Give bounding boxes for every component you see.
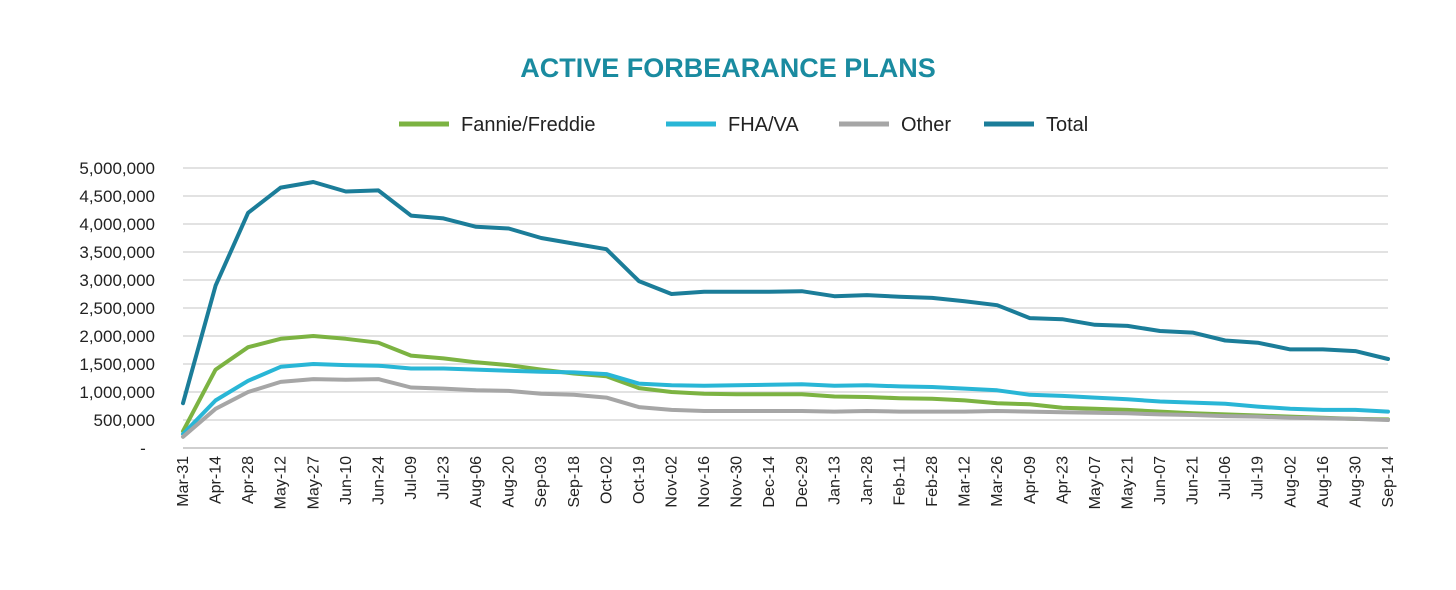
y-tick-label: 2,500,000 — [79, 299, 155, 318]
chart-legend: Fannie/Freddie FHA/VA Other Total — [399, 114, 1088, 136]
series-line-total — [181, 180, 1390, 406]
x-tick-label: Mar-26 — [989, 456, 1006, 507]
legend-label: Fannie/Freddie — [461, 114, 596, 136]
x-tick-label: Jun-21 — [1185, 456, 1202, 505]
x-tick-label: Mar-31 — [175, 456, 192, 507]
x-tick-label: Jun-24 — [370, 456, 387, 505]
y-tick-label: 3,500,000 — [79, 243, 155, 262]
chart-title: ACTIVE FORBEARANCE PLANS — [520, 53, 936, 83]
x-tick-label: Aug-20 — [501, 456, 518, 508]
x-tick-label: Oct-02 — [598, 456, 615, 504]
x-tick-label: Jul-19 — [1250, 456, 1267, 500]
x-tick-label: Jun-10 — [338, 456, 355, 505]
x-axis: Mar-31 Apr-14 Apr-28 May-12 May-27 Jun-10 Jun-… — [175, 456, 1397, 509]
y-tick-label: 5,000,000 — [79, 159, 155, 178]
legend-label: Other — [901, 114, 951, 136]
x-tick-label: Feb-11 — [891, 456, 908, 506]
x-tick-label: Nov-30 — [729, 456, 746, 508]
x-tick-label: Jul-09 — [403, 456, 420, 500]
x-tick-label: Apr-23 — [1054, 456, 1071, 504]
x-tick-label: Jul-06 — [1217, 456, 1234, 500]
y-tick-label: 3,000,000 — [79, 271, 155, 290]
x-tick-label: Apr-09 — [1022, 456, 1039, 504]
legend-label: FHA/VA — [728, 114, 799, 136]
x-tick-label: Jan-13 — [826, 456, 843, 505]
x-tick-label: Nov-02 — [664, 456, 681, 508]
y-tick-label: 1,000,000 — [79, 383, 155, 402]
gridlines — [183, 167, 1388, 449]
x-tick-label: Jul-23 — [436, 456, 453, 500]
y-axis: - 500,000 1,000,000 1,500,000 2,000,000 2,500… — [79, 159, 155, 458]
x-tick-label: Aug-16 — [1315, 456, 1332, 508]
x-tick-label: Dec-29 — [794, 456, 811, 508]
y-tick-label: 4,000,000 — [79, 215, 155, 234]
series-line-other — [181, 377, 1390, 439]
y-tick-label: 500,000 — [94, 411, 155, 430]
x-tick-label: Sep-03 — [533, 456, 550, 508]
y-tick-label: 1,500,000 — [79, 355, 155, 374]
x-tick-label: May-07 — [1087, 456, 1104, 509]
x-tick-label: Nov-16 — [696, 456, 713, 508]
x-tick-label: Aug-06 — [468, 456, 485, 508]
x-tick-label: Oct-19 — [631, 456, 648, 504]
x-tick-label: Apr-14 — [208, 456, 225, 504]
x-tick-label: Aug-02 — [1282, 456, 1299, 508]
x-tick-label: Jun-07 — [1152, 456, 1169, 505]
x-tick-label: Feb-28 — [924, 456, 941, 507]
x-tick-label: Sep-18 — [566, 456, 583, 508]
y-tick-label: - — [140, 439, 146, 458]
series-line-fha-va — [181, 362, 1390, 436]
x-tick-label: Jan-28 — [859, 456, 876, 505]
y-tick-label: 4,500,000 — [79, 187, 155, 206]
x-tick-label: Sep-14 — [1380, 456, 1397, 508]
y-tick-label: 2,000,000 — [79, 327, 155, 346]
x-tick-label: May-21 — [1119, 456, 1136, 509]
series-lines — [181, 180, 1390, 439]
legend-label: Total — [1046, 114, 1088, 136]
x-tick-label: May-12 — [273, 456, 290, 509]
x-tick-label: May-27 — [305, 456, 322, 509]
x-tick-label: Dec-14 — [761, 456, 778, 508]
x-tick-label: Aug-30 — [1347, 456, 1364, 508]
x-tick-label: Mar-12 — [957, 456, 974, 507]
x-tick-label: Apr-28 — [240, 456, 257, 504]
